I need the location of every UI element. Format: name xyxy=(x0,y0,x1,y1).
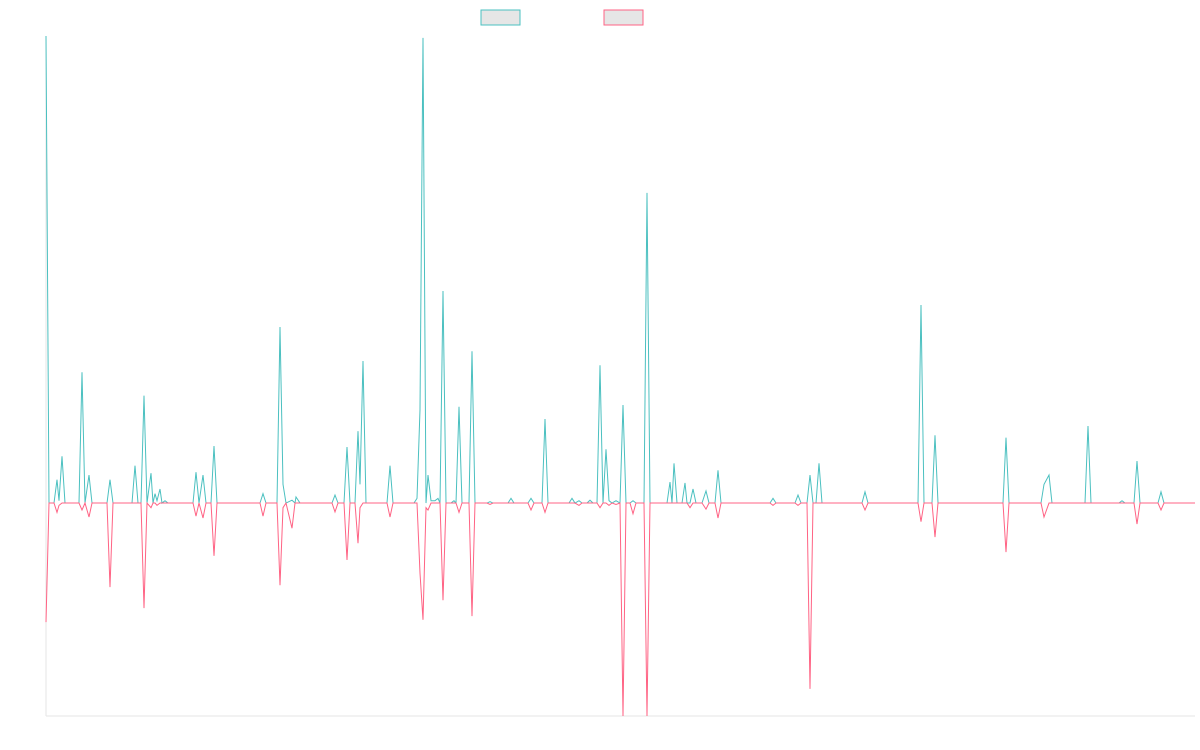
legend-swatch[interactable] xyxy=(480,9,521,26)
series-line xyxy=(45,35,1195,505)
series-line xyxy=(45,501,1195,717)
legend-swatch[interactable] xyxy=(603,9,644,26)
